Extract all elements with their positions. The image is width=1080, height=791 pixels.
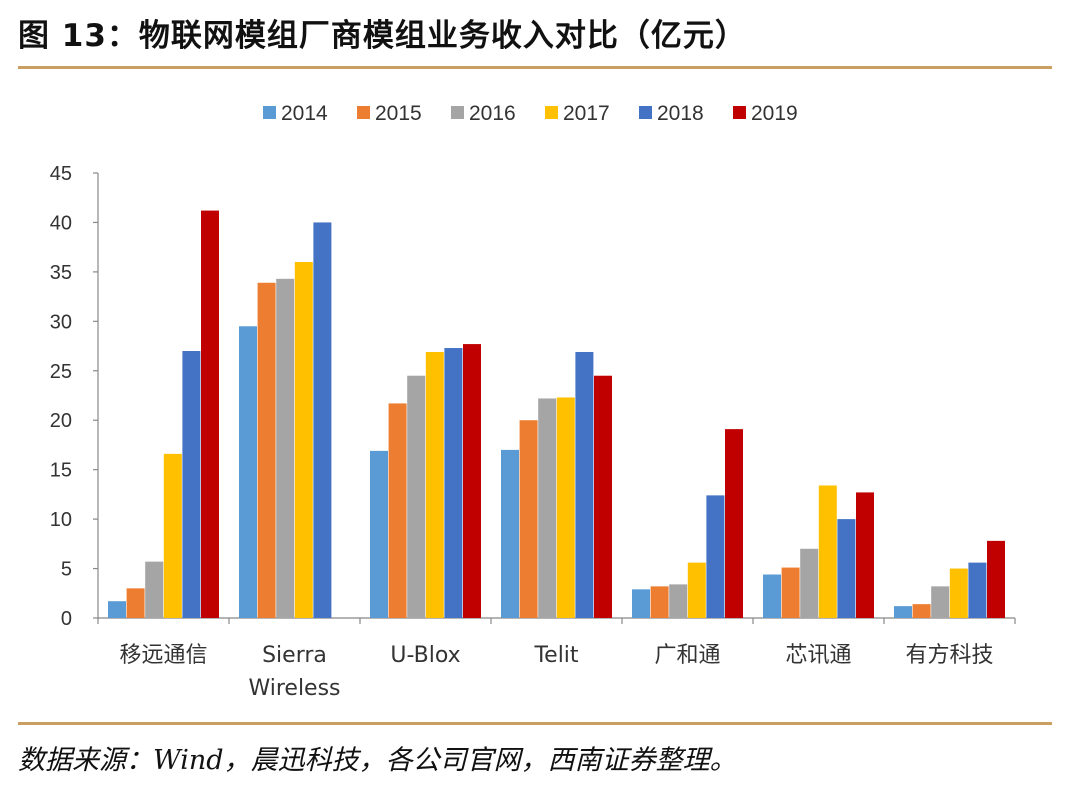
bar-series	[108, 210, 1005, 619]
y-tick-label: 10	[50, 509, 72, 531]
legend-swatch-2015	[357, 106, 370, 119]
bar-2018	[575, 351, 594, 618]
bar-2014	[763, 574, 781, 618]
top-divider	[18, 66, 1052, 69]
bar-2018	[968, 562, 987, 618]
y-tick-label: 5	[61, 559, 72, 581]
bar-2016	[276, 278, 295, 618]
bar-2019	[201, 210, 219, 619]
legend-label: 2015	[375, 102, 422, 125]
bar-2017	[294, 262, 313, 618]
bar-2017	[163, 453, 182, 618]
bar-2016	[931, 586, 950, 618]
x-category-label: Sierra	[262, 643, 327, 668]
chart-legend: 2014 2015 2016 2017 2018 2019	[263, 102, 798, 125]
y-axis: 0 5 10 15 20 25 30 35 40 45	[50, 163, 99, 630]
y-tick-label: 35	[50, 262, 72, 284]
bar-2016	[669, 584, 688, 618]
bar-2015	[781, 567, 800, 618]
legend-swatch-2019	[733, 106, 746, 119]
bar-2018	[837, 519, 856, 618]
legend-label: 2018	[657, 102, 704, 125]
bottom-divider	[18, 722, 1052, 725]
y-tick-label: 30	[50, 311, 72, 333]
bar-2014	[108, 601, 126, 618]
legend-swatch-2014	[263, 106, 276, 119]
legend-label: 2019	[751, 102, 798, 125]
y-tick-label: 40	[50, 212, 72, 234]
bar-2015	[650, 586, 669, 618]
chart-title: 图 13：物联网模组厂商模组业务收入对比（亿元）	[18, 18, 747, 54]
bar-2016	[800, 548, 819, 618]
legend-label: 2016	[469, 102, 516, 125]
bar-2019	[987, 540, 1005, 618]
x-category-label: 有方科技	[905, 643, 993, 668]
bar-2019	[856, 492, 874, 618]
y-tick-label: 25	[50, 361, 72, 383]
x-category-label: 广和通	[654, 643, 720, 668]
x-category-label: 芯讯通	[785, 643, 851, 668]
bar-2019	[463, 344, 481, 618]
bar-2016	[538, 398, 557, 618]
y-tick-label: 0	[61, 608, 72, 630]
legend-swatch-2018	[639, 106, 652, 119]
bar-2015	[388, 403, 407, 618]
bar-2014	[501, 449, 519, 618]
legend-swatch-2016	[451, 106, 464, 119]
legend-swatch-2017	[545, 106, 558, 119]
bar-2017	[556, 397, 575, 618]
bar-2019	[594, 375, 612, 618]
source-note: 数据来源：Wind，晨迅科技，各公司官网，西南证券整理。	[18, 745, 737, 776]
x-category-label: Wireless	[248, 676, 340, 701]
x-category-label: 移远通信	[119, 643, 207, 668]
legend-label: 2014	[281, 102, 328, 125]
bar-2014	[239, 326, 257, 618]
bar-2017	[687, 562, 706, 618]
bar-2015	[912, 604, 931, 618]
bar-2019	[725, 429, 743, 618]
bar-2014	[370, 450, 388, 618]
bar-2015	[126, 588, 145, 618]
x-category-label: U-Blox	[390, 643, 460, 668]
bar-2015	[519, 420, 538, 618]
y-tick-label: 45	[50, 163, 72, 185]
bar-2017	[949, 568, 968, 618]
bar-2016	[407, 375, 426, 618]
y-tick-label: 20	[50, 410, 72, 432]
x-category-label: Telit	[533, 643, 578, 668]
bar-2018	[706, 495, 725, 618]
bar-2016	[145, 561, 164, 618]
bar-2017	[425, 351, 444, 618]
bar-2014	[632, 589, 650, 618]
bar-2018	[182, 351, 201, 618]
x-axis: 移远通信 Sierra Wireless U-Blox Telit 广和通 芯讯通 有方科技	[97, 617, 1016, 701]
y-tick-label: 15	[50, 460, 72, 482]
bar-2018	[444, 348, 463, 618]
bar-chart: 2014 2015 2016 2017 2018 2019 0 5 10 15 20 25 30 35 4…	[50, 102, 1016, 701]
legend-label: 2017	[563, 102, 610, 125]
bar-2014	[894, 606, 912, 618]
bar-2015	[257, 282, 276, 618]
bar-2017	[818, 485, 837, 618]
bar-2018	[313, 222, 332, 618]
